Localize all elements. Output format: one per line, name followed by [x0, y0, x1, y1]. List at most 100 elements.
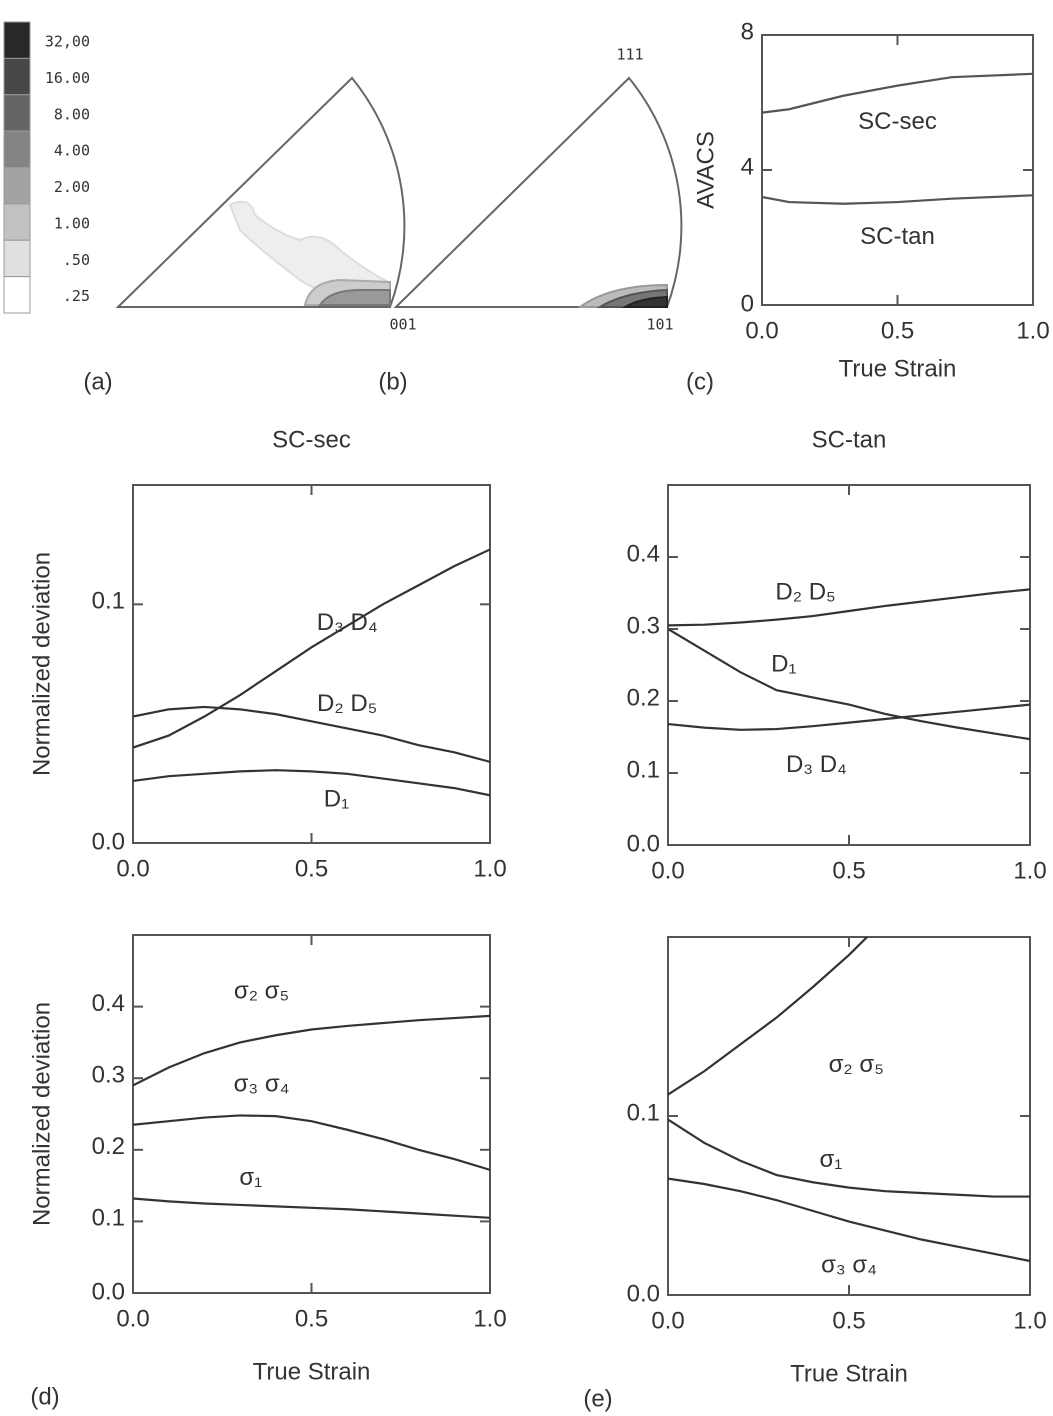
corner-label: 111: [616, 46, 643, 64]
y-tick-label: 0.1: [92, 1205, 125, 1232]
contour-legend: 32,00 16.00 8.00 4.00 2.00 1.00 .50 .25: [3, 21, 90, 314]
series-label: σ₃ σ₄: [821, 1252, 877, 1279]
y-tick-label: 8: [741, 18, 754, 45]
series-label: σ₃ σ₄: [234, 1071, 290, 1098]
x-axis-label: True Strain: [790, 1360, 908, 1387]
y-tick-label: 0.4: [627, 540, 660, 567]
contour: [318, 289, 391, 306]
plot-frame: [667, 484, 1031, 846]
x-tick-label: 0.0: [116, 855, 149, 882]
contour: [621, 295, 668, 308]
legend-swatch: [3, 239, 31, 278]
series-line: [668, 937, 869, 1096]
y-tick-label: 0.0: [92, 828, 125, 855]
corner-label: 101: [646, 316, 673, 334]
series-line: [133, 769, 490, 797]
series-label: SC-sec: [858, 108, 937, 135]
corner-label: 001: [389, 316, 416, 334]
y-tick-label: 0.1: [92, 588, 125, 615]
legend-swatch: [3, 203, 31, 241]
plot-frame: [667, 936, 1031, 1296]
y-tick-label: 0.0: [92, 1278, 125, 1305]
legend-label: 16.00: [45, 69, 90, 87]
contour: [228, 200, 389, 302]
x-tick-label: 0.0: [745, 317, 778, 344]
series-line: [668, 1177, 1030, 1263]
series-line: [133, 1014, 490, 1087]
series-label: D₃ D₄: [786, 751, 847, 778]
series-label: D₂ D₅: [775, 578, 835, 605]
series-line: [668, 588, 1030, 627]
series-line: [762, 194, 1033, 205]
series-label: D₁: [771, 650, 796, 677]
chart-title: SC-sec: [272, 426, 351, 453]
x-tick-label: 1.0: [1016, 317, 1049, 344]
series-label: D₃ D₄: [317, 609, 378, 636]
y-tick-label: 0: [741, 290, 754, 317]
legend-label: .50: [63, 251, 90, 269]
x-tick-label: 0.5: [295, 1305, 328, 1332]
legend-label: 32,00: [45, 33, 90, 51]
y-tick-label: 0.2: [627, 684, 660, 711]
x-tick-label: 1.0: [1013, 1307, 1046, 1334]
series-line: [133, 705, 490, 763]
x-tick-label: 0.5: [881, 317, 914, 344]
legend-label: .25: [63, 287, 90, 305]
y-tick-label: 0.0: [627, 830, 660, 857]
y-axis-label: Normalized deviation: [28, 552, 55, 776]
legend-swatch: [3, 94, 31, 132]
y-tick-label: 4: [741, 153, 754, 180]
y-tick-label: 0.0: [627, 1280, 660, 1307]
x-tick-label: 0.5: [832, 857, 865, 884]
series-label: SC-tan: [860, 223, 935, 250]
y-tick-label: 0.1: [627, 756, 660, 783]
legend-swatch: [3, 276, 31, 314]
panel-label: (e): [583, 1385, 612, 1412]
y-tick-label: 0.3: [627, 612, 660, 639]
x-tick-label: 0.0: [651, 857, 684, 884]
legend-swatch: [3, 57, 31, 96]
series-line: [133, 548, 490, 749]
chart-title: SC-tan: [812, 426, 887, 453]
panel-label: (b): [378, 368, 407, 395]
series-line: [133, 1114, 490, 1171]
legend-swatch: [3, 167, 31, 205]
series-label: σ₂ σ₅: [234, 978, 289, 1005]
panel-label: (a): [83, 368, 112, 395]
pole-figures: [115, 76, 683, 308]
series-line: [762, 72, 1033, 114]
series-line: [133, 1197, 490, 1219]
x-tick-label: 1.0: [1013, 857, 1046, 884]
panel-label: (d): [30, 1383, 59, 1410]
legend-label: 4.00: [54, 142, 90, 160]
triangle-a: [115, 76, 406, 308]
x-tick-label: 0.5: [295, 855, 328, 882]
legend-label: 1.00: [54, 214, 90, 232]
y-tick-label: 0.1: [627, 1099, 660, 1126]
x-tick-label: 1.0: [473, 855, 506, 882]
y-tick-label: 0.2: [92, 1133, 125, 1160]
series-line: [668, 703, 1030, 731]
y-tick-label: 0.4: [92, 990, 125, 1017]
x-tick-label: 0.0: [116, 1305, 149, 1332]
series-line: [668, 1118, 1030, 1198]
legend-label: 8.00: [54, 105, 90, 123]
y-axis-label: Normalized deviation: [28, 1002, 55, 1226]
x-tick-label: 1.0: [473, 1305, 506, 1332]
y-tick-label: 0.3: [92, 1062, 125, 1089]
series-label: σ₂ σ₅: [829, 1051, 884, 1078]
x-axis-label: True Strain: [253, 1358, 371, 1385]
legend-label: 2.00: [54, 178, 90, 196]
plot-frame: [132, 484, 491, 844]
series-label: σ₁: [239, 1164, 262, 1191]
series-label: D₂ D₅: [317, 690, 377, 717]
legend-swatch: [3, 21, 31, 59]
series-line: [668, 628, 1030, 741]
x-tick-label: 0.5: [832, 1307, 865, 1334]
x-tick-label: 0.0: [651, 1307, 684, 1334]
plot-frame: [132, 934, 491, 1294]
legend-swatch: [3, 130, 31, 168]
series-label: D₁: [324, 785, 349, 812]
y-axis-label: AVACS: [692, 131, 719, 209]
